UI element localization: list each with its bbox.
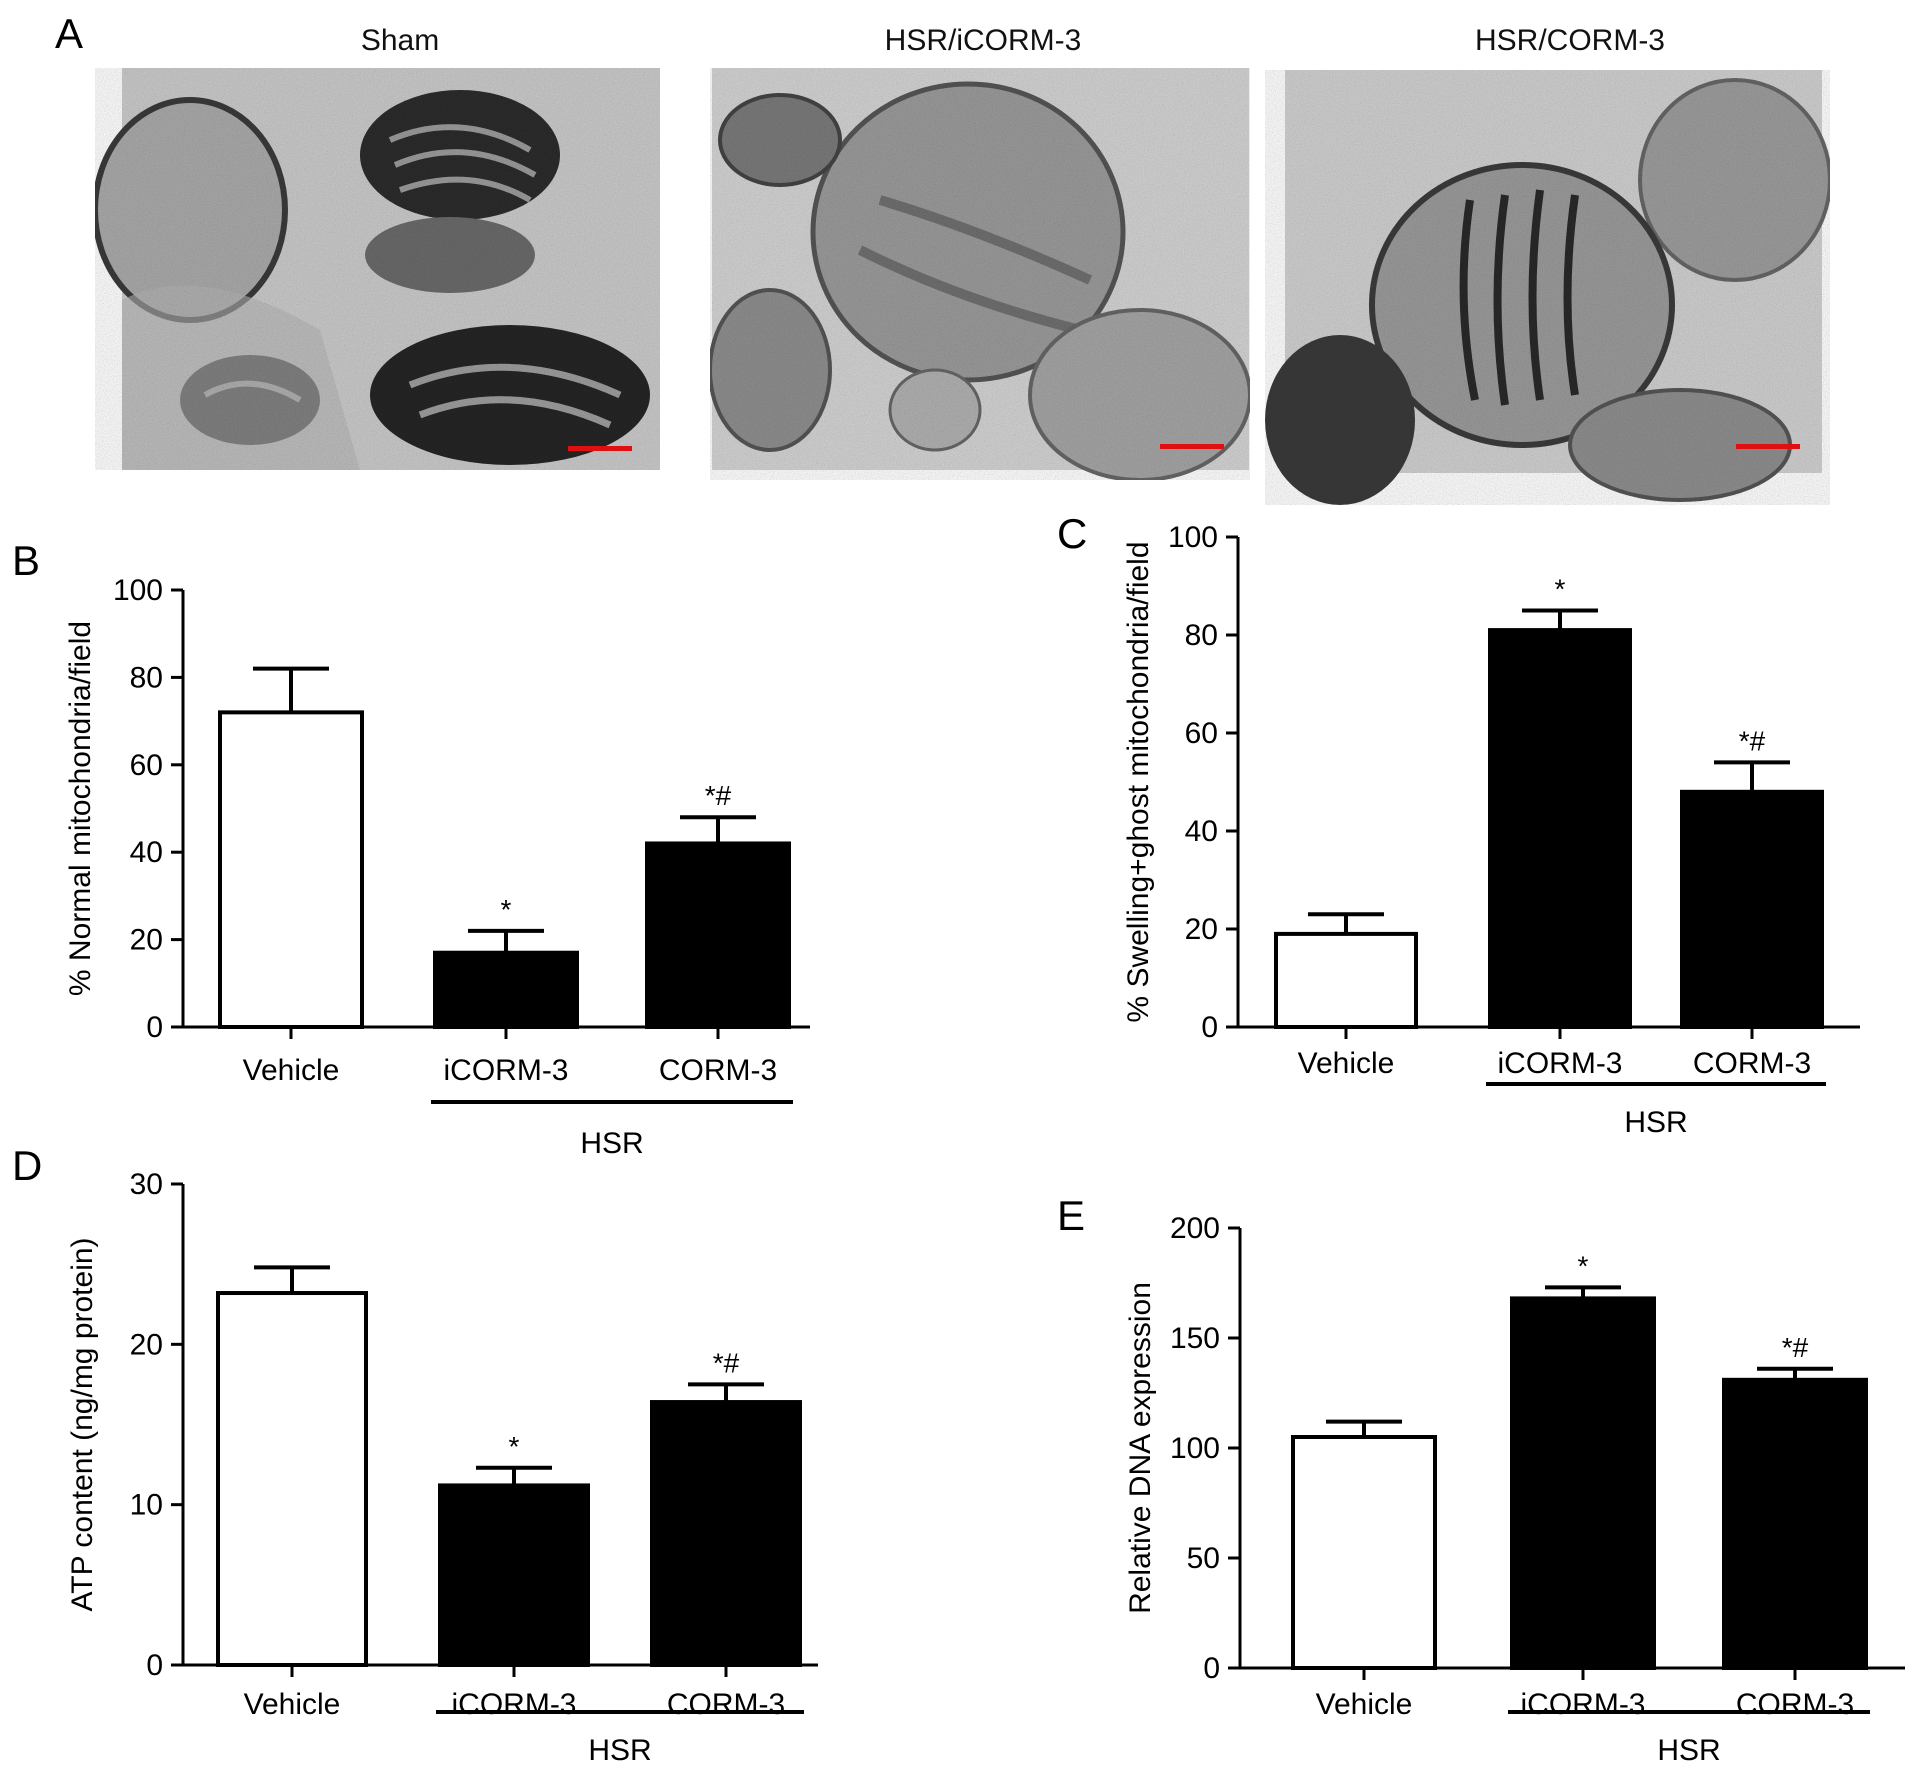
- y-tick-label: 60: [1185, 717, 1218, 750]
- panel-letter: E: [1057, 1192, 1085, 1239]
- bar-vehicle: [1274, 931, 1418, 1030]
- bar-corm-3: [645, 841, 791, 1030]
- y-tick-label: 20: [130, 924, 163, 957]
- y-axis-label: % Swelling+ghost mitochondria/field: [1122, 541, 1155, 1022]
- y-tick-label: 100: [113, 574, 163, 607]
- chart-e: E 0 50 100 150 200 Relative DNA expression Vehi…: [1057, 1192, 1905, 1767]
- x-tick-label: CORM-3: [1693, 1047, 1811, 1080]
- x-tick-label: iCORM-3: [452, 1688, 577, 1721]
- bar-icorm-3: [438, 1483, 590, 1667]
- group-label: HSR: [580, 1127, 643, 1160]
- y-tick-label: 60: [130, 749, 163, 782]
- micrograph-hsr-corm3: HSR/CORM-3: [1265, 24, 1832, 505]
- y-tick-label: 50: [1187, 1542, 1220, 1575]
- scale-bar: [1160, 444, 1224, 449]
- bar-vehicle: [216, 1291, 368, 1667]
- significance-marker: *#: [1782, 1332, 1809, 1363]
- y-tick-label: 0: [1201, 1011, 1218, 1044]
- y-tick-label: 10: [130, 1489, 163, 1522]
- bar-corm-3: [1680, 789, 1824, 1029]
- panel-a-letter: A: [55, 10, 83, 57]
- x-tick-label: CORM-3: [1736, 1688, 1854, 1721]
- significance-marker: *: [1578, 1250, 1589, 1281]
- significance-marker: *: [509, 1431, 520, 1462]
- group-label: HSR: [1624, 1106, 1687, 1139]
- y-tick-label: 200: [1170, 1212, 1220, 1245]
- y-tick-label: 40: [130, 836, 163, 869]
- y-tick-label: 30: [130, 1168, 163, 1201]
- y-tick-label: 0: [1203, 1652, 1220, 1685]
- x-tick-label: CORM-3: [659, 1054, 777, 1087]
- chart-d: D 0 10 20 30 ATP content (ng/mg protein) Vehic…: [12, 1142, 818, 1767]
- significance-marker: *#: [705, 780, 732, 811]
- micrograph-title-sham: Sham: [361, 24, 439, 57]
- y-tick-label: 150: [1170, 1322, 1220, 1355]
- scale-bar: [568, 446, 632, 451]
- bar-icorm-3: [1488, 628, 1632, 1029]
- significance-marker: *: [501, 894, 512, 925]
- micrograph-title-hsr-corm3: HSR/CORM-3: [1475, 24, 1665, 57]
- group-label: HSR: [1657, 1734, 1720, 1767]
- x-tick-label: Vehicle: [1316, 1688, 1413, 1721]
- panel-letter: C: [1057, 510, 1087, 557]
- y-tick-label: 100: [1170, 1432, 1220, 1465]
- significance-marker: *#: [713, 1347, 740, 1378]
- x-tick-label: iCORM-3: [1498, 1047, 1623, 1080]
- x-tick-label: CORM-3: [667, 1688, 785, 1721]
- chart-b: B 0 20 40 60 80 100 % Normal mitochondria/field…: [12, 537, 810, 1160]
- y-tick-label: 20: [1185, 913, 1218, 946]
- panel-letter: B: [12, 537, 40, 584]
- significance-marker: *#: [1739, 725, 1766, 756]
- micrograph-sham: Sham: [92, 24, 660, 470]
- y-tick-label: 0: [146, 1649, 163, 1682]
- y-tick-label: 80: [130, 661, 163, 694]
- y-axis-label: Relative DNA expression: [1124, 1282, 1157, 1614]
- chart-c: C 0 20 40 60 80 100 % Swelling+ghost mitochondr…: [1057, 510, 1860, 1139]
- scale-bar: [1736, 444, 1800, 449]
- y-axis-label: % Normal mitochondria/field: [64, 621, 97, 996]
- bar-corm-3: [1722, 1377, 1868, 1671]
- y-tick-label: 0: [146, 1011, 163, 1044]
- group-label: HSR: [588, 1734, 651, 1767]
- significance-marker: *: [1555, 574, 1566, 605]
- y-tick-label: 100: [1168, 521, 1218, 554]
- bar-corm-3: [650, 1400, 802, 1667]
- micrograph-hsr-icorm3: HSR/iCORM-3: [708, 24, 1252, 482]
- x-tick-label: iCORM-3: [1521, 1688, 1646, 1721]
- x-tick-label: Vehicle: [243, 1054, 340, 1087]
- x-tick-label: iCORM-3: [444, 1054, 569, 1087]
- x-tick-label: Vehicle: [244, 1688, 341, 1721]
- y-tick-label: 20: [130, 1328, 163, 1361]
- x-tick-label: Vehicle: [1298, 1047, 1395, 1080]
- panel-letter: D: [12, 1142, 42, 1189]
- y-axis-label: ATP content (ng/mg protein): [66, 1237, 99, 1611]
- bar-vehicle: [218, 710, 364, 1029]
- bar-vehicle: [1291, 1435, 1437, 1670]
- y-tick-label: 80: [1185, 619, 1218, 652]
- y-tick-label: 40: [1185, 815, 1218, 848]
- bar-icorm-3: [433, 950, 579, 1030]
- micrograph-title-hsr-icorm3: HSR/iCORM-3: [885, 24, 1082, 57]
- bar-icorm-3: [1510, 1296, 1656, 1671]
